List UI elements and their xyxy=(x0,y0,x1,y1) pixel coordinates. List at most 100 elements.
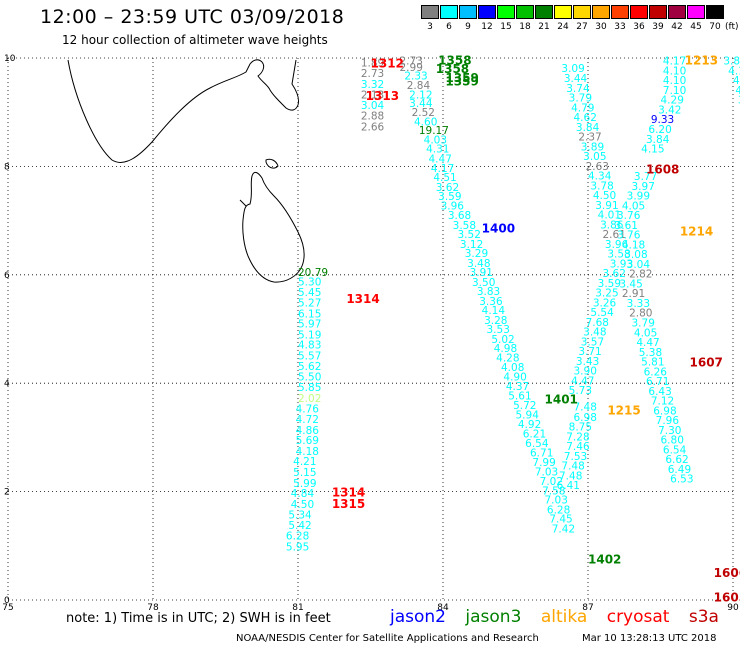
pass-time-label: 1313 xyxy=(366,89,399,103)
jaffna-peninsula xyxy=(265,158,279,169)
scale-swatch xyxy=(516,5,534,19)
wave-height-label: 5.27 xyxy=(298,297,321,309)
scale-swatch xyxy=(592,5,610,19)
wave-height-label: 5.69 xyxy=(296,435,319,447)
wave-height-label: 5.02 xyxy=(491,334,514,346)
wave-height-label: 3.62 xyxy=(436,182,459,194)
pass-time-label: 1402 xyxy=(588,552,621,566)
wave-height-label: 5.54 xyxy=(590,307,614,319)
wave-height-label: 2.82 xyxy=(629,269,652,281)
wave-height-label: 2.66 xyxy=(361,121,385,133)
pass-time-label: 1358 xyxy=(438,54,471,68)
wave-height-label: 6.43 xyxy=(648,386,671,398)
legend-s3a: s3a xyxy=(688,607,719,627)
wave-height-label: 4.31 xyxy=(426,144,449,156)
scale-label: 33 xyxy=(614,22,626,32)
wave-height-label: 7.02 xyxy=(540,476,563,488)
wave-height-label: 2.52 xyxy=(412,107,435,119)
wave-height-label: 3.76 xyxy=(617,230,641,242)
y-tick-label: 6 xyxy=(4,271,10,281)
wave-height-label: 3.09 xyxy=(561,63,584,75)
wave-height-label: 4.34 xyxy=(588,171,612,183)
wave-height-label: 3.89 xyxy=(723,56,740,68)
wave-height-label: 5.45 xyxy=(298,287,321,299)
wave-height-label: 5.62 xyxy=(298,361,321,373)
scale-swatch xyxy=(573,5,591,19)
wave-height-label: 3.04 xyxy=(627,259,651,271)
wave-height-label: 4.92 xyxy=(518,419,541,431)
wave-height-label: 6.28 xyxy=(547,504,570,516)
wave-height-label: 9.33 xyxy=(651,114,674,126)
wave-height-label: 7.53 xyxy=(564,451,587,463)
wave-height-label: 7.96 xyxy=(656,415,680,427)
chart-title: 12:00 – 23:59 UTC 03/09/2018 xyxy=(40,6,345,28)
scale-label: 42 xyxy=(671,22,683,32)
wave-height-label: 5.57 xyxy=(298,351,321,363)
wave-height-label: 3.76 xyxy=(617,210,641,222)
wave-height-label: 3.84 xyxy=(646,134,670,146)
wave-height-label: 3.87 xyxy=(738,95,740,107)
wave-height-label: 5.15 xyxy=(293,467,316,479)
y-tick-label: 4 xyxy=(4,379,10,389)
pass-time-label: 1401 xyxy=(545,392,578,406)
pass-time-label: 1608 xyxy=(646,163,679,177)
wave-height-label: 3.25 xyxy=(595,288,618,300)
wave-height-label: 6.26 xyxy=(644,366,668,378)
wave-height-label: 3.32 xyxy=(361,79,384,91)
wave-height-label: 3.61 xyxy=(615,220,638,232)
wave-height-label: 6.49 xyxy=(668,464,691,476)
wave-height-label: 3.79 xyxy=(569,93,592,105)
wave-height-label: 7.58 xyxy=(542,486,565,498)
wave-height-label: 5.72 xyxy=(513,400,536,412)
wave-height-label: 2.37 xyxy=(578,132,601,144)
wave-height-label: 7.48 xyxy=(559,470,582,482)
data-labels: 1.892.733.322.133.042.882.662.732.992.33… xyxy=(286,56,740,554)
wave-height-label: 4.28 xyxy=(496,353,519,365)
wave-height-label: 4.29 xyxy=(661,95,684,107)
wave-height-label: 3.99 xyxy=(627,191,650,203)
wave-height-label: 3.68 xyxy=(448,210,471,222)
scale-unit: (ft) xyxy=(725,22,739,32)
scale-label: 24 xyxy=(557,22,569,32)
wave-height-label: 3.59 xyxy=(598,278,621,290)
scale-swatch xyxy=(687,5,705,19)
wave-height-label: 5.42 xyxy=(288,520,311,532)
wave-height-label: 3.58 xyxy=(453,220,476,232)
y-tick-label: 10 xyxy=(4,54,16,64)
note-text: note: 1) Time is in UTC; 2) SWH is in fe… xyxy=(66,611,331,626)
wave-height-label: 4.15 xyxy=(641,144,664,156)
legend-jason3: jason3 xyxy=(465,607,522,627)
x-tick-label: 75 xyxy=(2,603,13,613)
wave-height-label: 19.17 xyxy=(419,125,449,137)
wave-height-label: 3.28 xyxy=(484,315,507,327)
legend-altika: altika xyxy=(540,607,588,627)
scale-swatch xyxy=(668,5,686,19)
wave-height-label: 4.37 xyxy=(506,381,529,393)
x-tick-label: 81 xyxy=(292,603,303,613)
wave-height-label: 4.18 xyxy=(296,446,319,458)
mannar-island xyxy=(239,199,247,207)
y-tick-label: 8 xyxy=(4,162,10,172)
wave-height-label: 3.78 xyxy=(590,180,613,192)
wave-height-label: 3.86 xyxy=(600,219,624,231)
wave-height-label: 4.98 xyxy=(494,343,517,355)
wave-height-label: 6.71 xyxy=(530,448,553,460)
wave-height-label: 7.45 xyxy=(549,514,572,526)
wave-height-label: 3.26 xyxy=(593,297,617,309)
wave-height-label: 4.90 xyxy=(503,372,526,384)
wave-height-label: 5.97 xyxy=(298,319,321,331)
wave-height-label: 7.99 xyxy=(532,457,555,469)
wave-height-label: 4.05 xyxy=(634,327,657,339)
pass-time-label: 1315 xyxy=(332,497,365,511)
wave-height-label: 4.79 xyxy=(571,102,594,114)
wave-height-label: 3.33 xyxy=(627,298,650,310)
wave-height-label: 4.47 xyxy=(571,375,594,387)
satellite-legend: jason2 jason3 altika cryosat s3a xyxy=(390,607,733,627)
grid-lines xyxy=(7,57,734,601)
wave-height-label: 3.08 xyxy=(624,249,647,261)
wave-height-label: 3.57 xyxy=(581,336,604,348)
scale-swatch xyxy=(421,5,439,19)
scale-swatch xyxy=(497,5,515,19)
wave-height-label: 4.72 xyxy=(296,414,319,426)
